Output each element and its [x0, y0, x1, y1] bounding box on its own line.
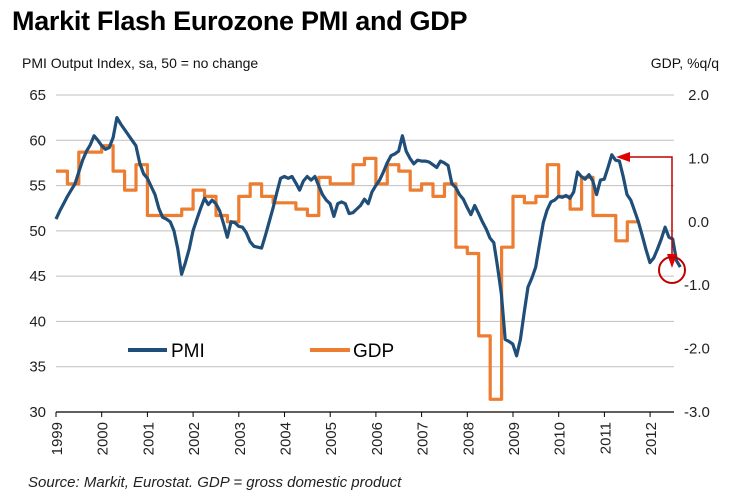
annotation — [616, 152, 686, 284]
annotation-arrow-line — [620, 156, 673, 262]
left-tick-label: 60 — [29, 132, 46, 149]
x-tick-label: 2005 — [323, 422, 340, 455]
series-lines — [54, 115, 682, 401]
gdp-line — [56, 144, 639, 401]
left-tick-label: 45 — [29, 268, 46, 285]
x-tick-label: 1999 — [49, 422, 66, 455]
chart-title: Markit Flash Eurozone PMI and GDP — [12, 6, 468, 36]
gridlines — [56, 94, 674, 368]
right-tick-label: 1.0 — [684, 150, 709, 167]
x-axis: 1999 2000 2001 2002 2003 2004 2005 2006 2007 2008… — [49, 411, 674, 455]
x-tick-label: 2007 — [415, 422, 432, 455]
x-tick-label: 2002 — [186, 422, 203, 455]
x-tick-label: 2010 — [552, 422, 569, 455]
legend-pmi-label: PMI — [171, 341, 205, 362]
x-tick-label: 2000 — [95, 422, 112, 455]
left-tick-label: 65 — [29, 87, 46, 104]
annotation-circle — [658, 256, 686, 284]
source-note: Source: Markit, Eurostat. GDP = gross do… — [28, 474, 402, 491]
legend-gdp-label: GDP — [353, 341, 394, 362]
left-tick-label: 50 — [29, 223, 46, 240]
pmi-line — [54, 115, 682, 358]
x-tick-label: 2001 — [140, 422, 157, 455]
x-tick-label: 2011 — [597, 422, 614, 454]
right-axis-label: GDP, %q/q — [650, 55, 719, 71]
right-tick-label: -1.0 — [684, 277, 710, 294]
left-tick-label: 35 — [29, 359, 46, 376]
x-tick-label: 2006 — [369, 422, 386, 455]
left-tick-label: 55 — [29, 178, 46, 195]
legend: PMI GDP — [128, 341, 394, 362]
right-tick-label: -3.0 — [684, 404, 710, 421]
x-tick-label: 2012 — [643, 422, 660, 455]
right-y-axis-ticks: 2.0 1.0 0.0 -1.0 -2.0 -3.0 — [684, 87, 710, 421]
x-tick-label: 2008 — [460, 422, 477, 455]
x-tick-label: 2004 — [278, 422, 295, 455]
left-y-axis-ticks: 65 60 55 50 45 40 35 30 — [29, 87, 46, 421]
x-tick-label: 2009 — [506, 422, 523, 455]
right-tick-label: 0.0 — [684, 214, 709, 231]
right-tick-label: 2.0 — [684, 87, 709, 104]
left-tick-label: 30 — [29, 404, 46, 421]
left-tick-label: 40 — [29, 313, 46, 330]
right-tick-label: -2.0 — [684, 341, 710, 358]
x-tick-label: 2003 — [232, 422, 249, 455]
annotation-arrowhead-left — [616, 152, 630, 162]
left-axis-label: PMI Output Index, sa, 50 = no change — [22, 55, 259, 71]
